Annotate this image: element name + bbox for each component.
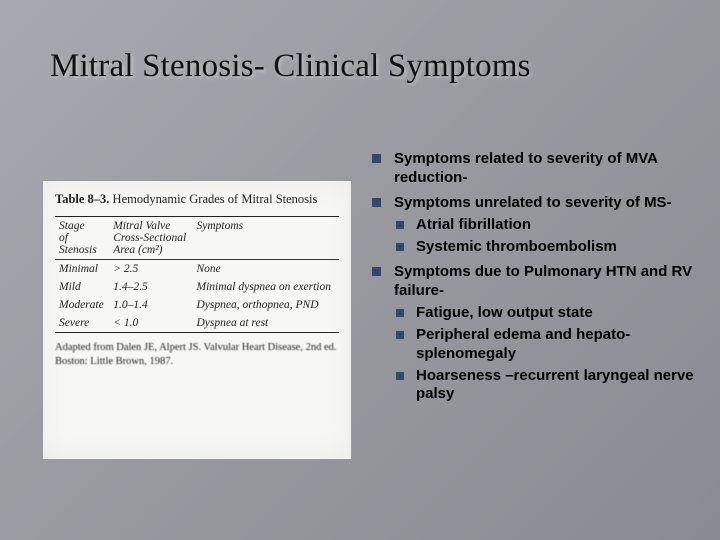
bullet-content: Symptoms related to severity of MVA redu…: [372, 150, 696, 410]
slide: Mitral Stenosis- Clinical Symptoms Table…: [0, 0, 720, 540]
cell-stage: Minimal: [55, 259, 109, 278]
cell-area: 1.0–1.4: [109, 296, 192, 314]
col-text: Stenosis: [59, 244, 97, 256]
table-row: Mild 1.4–2.5 Minimal dyspnea on exertion: [55, 278, 339, 296]
sub-bullet-item: Fatigue, low output state: [394, 304, 696, 323]
col-symptoms: Symptoms: [193, 216, 340, 259]
table-caption-text: Hemodynamic Grades of Mitral Stenosis: [113, 192, 318, 206]
col-text: Stage: [59, 220, 85, 232]
bullet-list: Symptoms related to severity of MVA redu…: [372, 150, 696, 404]
bullet-text: Symptoms related to severity of MVA redu…: [394, 150, 657, 186]
bullet-text: Symptoms due to Pulmonary HTN and RV fai…: [394, 263, 692, 299]
cell-stage: Moderate: [55, 296, 109, 314]
col-stage: Stage of Stenosis: [55, 216, 109, 259]
slide-title: Mitral Stenosis- Clinical Symptoms: [50, 48, 690, 85]
grades-table: Stage of Stenosis Mitral Valve Cross-Sec…: [55, 216, 339, 333]
col-area: Mitral Valve Cross-Sectional Area (cm²): [109, 216, 192, 259]
col-text: of: [59, 232, 68, 244]
bullet-item: Symptoms due to Pulmonary HTN and RV fai…: [372, 263, 696, 404]
cell-stage: Severe: [55, 314, 109, 333]
bullet-text: Peripheral edema and hepato-splenomegaly: [416, 326, 630, 362]
col-text: Mitral Valve: [113, 220, 170, 232]
sub-bullet-item: Atrial fibrillation: [394, 216, 696, 235]
table-header-row: Stage of Stenosis Mitral Valve Cross-Sec…: [55, 216, 339, 259]
sub-bullet-item: Hoarseness –recurrent laryngeal nerve pa…: [394, 367, 696, 405]
bullet-text: Hoarseness –recurrent laryngeal nerve pa…: [416, 367, 694, 403]
table-footer: Adapted from Dalen JE, Alpert JS. Valvul…: [55, 341, 339, 368]
table-row: Moderate 1.0–1.4 Dyspnea, orthopnea, PND: [55, 296, 339, 314]
table-row: Minimal > 2.5 None: [55, 259, 339, 278]
cell-sym: None: [193, 259, 340, 278]
bullet-item: Symptoms related to severity of MVA redu…: [372, 150, 696, 188]
table-caption-label: Table 8–3.: [55, 192, 109, 206]
bullet-text: Symptoms unrelated to severity of MS-: [394, 194, 672, 211]
table-figure: Table 8–3. Hemodynamic Grades of Mitral …: [42, 180, 352, 460]
sub-bullet-item: Peripheral edema and hepato-splenomegaly: [394, 326, 696, 364]
cell-sym: Dyspnea, orthopnea, PND: [193, 296, 340, 314]
col-text: Area (cm²): [113, 244, 162, 256]
bullet-text: Systemic thromboembolism: [416, 238, 617, 255]
bullet-text: Atrial fibrillation: [416, 216, 531, 233]
cell-area: < 1.0: [109, 314, 192, 333]
cell-area: 1.4–2.5: [109, 278, 192, 296]
col-text: Cross-Sectional: [113, 232, 186, 244]
cell-area: > 2.5: [109, 259, 192, 278]
cell-stage: Mild: [55, 278, 109, 296]
sub-bullet-item: Systemic thromboembolism: [394, 238, 696, 257]
sub-bullet-list: Fatigue, low output state Peripheral ede…: [394, 304, 696, 404]
table-row: Severe < 1.0 Dyspnea at rest: [55, 314, 339, 333]
cell-sym: Minimal dyspnea on exertion: [193, 278, 340, 296]
cell-sym: Dyspnea at rest: [193, 314, 340, 333]
bullet-text: Fatigue, low output state: [416, 304, 593, 321]
table-caption: Table 8–3. Hemodynamic Grades of Mitral …: [55, 191, 339, 208]
sub-bullet-list: Atrial fibrillation Systemic thromboembo…: [394, 216, 696, 257]
bullet-item: Symptoms unrelated to severity of MS- At…: [372, 194, 696, 257]
